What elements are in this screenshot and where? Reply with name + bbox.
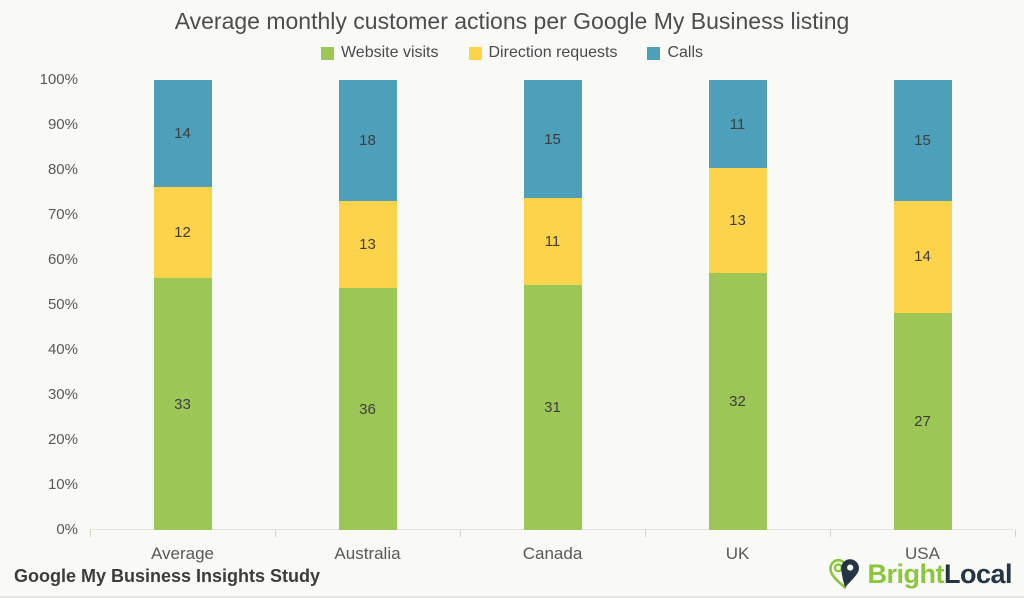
bar-value-label: 33 xyxy=(174,395,191,413)
bar-segment-direction-requests: 13 xyxy=(708,168,767,273)
source-caption: Google My Business Insights Study xyxy=(14,566,321,586)
y-axis-tick-label: 30% xyxy=(47,386,78,403)
x-axis-tick xyxy=(645,530,646,537)
bar-segment-website-visits: 33 xyxy=(153,278,212,530)
x-axis-category-label: Australia xyxy=(334,544,401,563)
bar-value-label: 15 xyxy=(914,131,931,149)
y-axis-labels: 0% 10% 20% 30% 40% 50% 60% 70% 80% 90% 100% xyxy=(0,71,78,538)
bar-value-label: 12 xyxy=(174,224,191,242)
y-axis-tick-label: 90% xyxy=(47,116,78,133)
y-axis-tick-label: 80% xyxy=(47,161,78,178)
bar-segment-calls: 18 xyxy=(338,80,397,201)
bar-value-label: 36 xyxy=(359,400,376,418)
x-axis-tick xyxy=(90,530,91,537)
bar-value-label: 14 xyxy=(174,124,191,142)
calls-swatch-icon xyxy=(647,46,661,60)
x-axis-category-label: Average xyxy=(150,544,214,563)
brightlocal-heart-pin-icon xyxy=(829,558,860,589)
legend-item-website-visits: Website visits xyxy=(320,44,439,62)
x-axis-category-label: UK xyxy=(725,544,750,563)
x-axis-tick xyxy=(1015,530,1016,537)
bar-usa: 15 14 27 xyxy=(893,80,952,530)
bar-segment-direction-requests: 13 xyxy=(338,200,397,289)
legend-label: Website visits xyxy=(340,44,439,61)
y-axis-tick-label: 60% xyxy=(47,251,78,268)
bar-value-label: 14 xyxy=(914,248,931,266)
bar-segment-website-visits: 27 xyxy=(893,313,952,530)
bar-value-label: 18 xyxy=(359,131,376,149)
x-axis-tick xyxy=(275,530,276,537)
bar-segment-calls: 15 xyxy=(893,80,952,201)
bar-value-label: 11 xyxy=(544,233,561,251)
bar-value-label: 27 xyxy=(914,413,931,431)
legend-item-calls: Calls xyxy=(647,44,703,62)
bar-segment-calls: 14 xyxy=(153,80,212,187)
y-axis-tick-label: 50% xyxy=(47,296,78,313)
x-axis-tick xyxy=(830,530,831,537)
legend: Website visits Direction requests Calls xyxy=(0,44,1024,62)
x-axis-category-label: Canada xyxy=(522,544,583,563)
y-axis-tick-label: 40% xyxy=(47,341,78,358)
logo-local-text: Local xyxy=(943,558,1013,589)
bar-segment-calls: 15 xyxy=(523,80,582,199)
y-axis-tick-label: 20% xyxy=(47,431,78,448)
logo-bright-text: Bright xyxy=(867,558,944,589)
bar-value-label: 32 xyxy=(729,392,746,410)
brightlocal-logo: BrightLocal xyxy=(827,556,1013,592)
y-axis-tick-label: 10% xyxy=(47,476,78,493)
brightlocal-wordmark: BrightLocal xyxy=(867,559,1012,590)
bar-segment-direction-requests: 14 xyxy=(893,200,952,314)
direction-requests-swatch-icon xyxy=(468,46,482,60)
x-axis-tick xyxy=(460,530,461,537)
website-visits-swatch-icon xyxy=(320,46,334,60)
legend-item-direction-requests: Direction requests xyxy=(468,44,618,62)
legend-label: Calls xyxy=(667,44,704,61)
legend-label: Direction requests xyxy=(488,44,618,61)
y-axis-tick-label: 100% xyxy=(39,71,78,88)
bar-value-label: 15 xyxy=(544,130,561,148)
bar-segment-direction-requests: 12 xyxy=(153,186,212,279)
bar-canada: 15 11 31 xyxy=(523,80,582,530)
bar-uk: 11 13 32 xyxy=(708,80,767,530)
bar-segment-website-visits: 31 xyxy=(523,285,582,530)
bar-segment-website-visits: 32 xyxy=(708,272,767,530)
plot-area: 14 12 33 Average 18 13 36 Australia 15 11 31 Canada… xyxy=(90,80,1016,563)
bar-segment-website-visits: 36 xyxy=(338,288,397,530)
bar-segment-calls: 11 xyxy=(708,80,767,169)
bar-australia: 18 13 36 xyxy=(338,80,397,530)
bar-segment-direction-requests: 11 xyxy=(523,198,582,286)
bar-average: 14 12 33 xyxy=(153,80,212,530)
x-axis-category-label: USA xyxy=(905,544,940,563)
y-axis-tick-label: 70% xyxy=(47,206,78,223)
bar-value-label: 13 xyxy=(729,212,746,230)
y-axis-tick-label: 0% xyxy=(56,521,78,538)
bar-value-label: 31 xyxy=(544,399,561,417)
bottom-divider xyxy=(0,596,1024,598)
bar-value-label: 11 xyxy=(729,115,746,133)
bar-value-label: 13 xyxy=(359,236,376,254)
chart-title: Average monthly customer actions per Goo… xyxy=(174,8,850,34)
